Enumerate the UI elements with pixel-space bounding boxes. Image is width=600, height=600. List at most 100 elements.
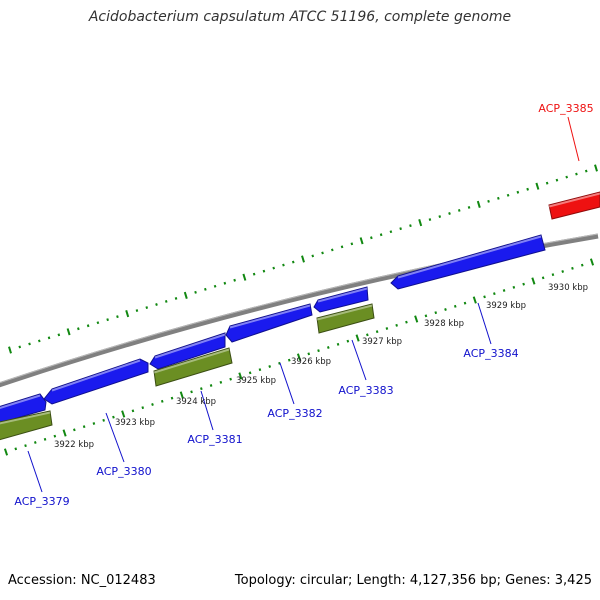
gene-arrow-shine xyxy=(548,192,600,208)
minor-tick xyxy=(487,199,490,203)
minor-tick xyxy=(502,289,506,292)
minor-tick xyxy=(493,292,496,296)
minor-tick xyxy=(145,306,149,309)
scale-label: 3928 kbp xyxy=(424,319,464,329)
scale-label: 3923 kbp xyxy=(115,418,155,428)
genome-summary-text: Topology: circular; Length: 4,127,356 bp… xyxy=(234,573,592,588)
major-tick xyxy=(183,291,188,299)
minor-tick xyxy=(219,380,223,384)
gene-arrow-shine xyxy=(229,304,311,329)
minor-tick xyxy=(258,368,262,372)
minor-tick xyxy=(561,270,565,273)
minor-tick xyxy=(268,365,272,368)
minor-tick xyxy=(571,266,574,270)
gene-arrow xyxy=(149,332,226,370)
minor-tick xyxy=(262,269,266,273)
minor-tick xyxy=(516,190,520,194)
minor-tick xyxy=(190,390,193,394)
gene-arrow xyxy=(225,303,313,343)
major-tick xyxy=(242,273,247,281)
minor-tick xyxy=(424,314,428,318)
minor-tick xyxy=(379,233,383,237)
minor-tick xyxy=(82,425,86,429)
scale-label: 3929 kbp xyxy=(486,301,526,311)
gene-leader-line xyxy=(351,339,367,381)
gene-label: ACP_3381 xyxy=(187,433,242,446)
minor-tick xyxy=(291,260,295,264)
major-tick xyxy=(66,328,71,336)
minor-tick xyxy=(555,178,559,182)
gene-leader-line xyxy=(200,390,214,431)
major-tick xyxy=(3,448,9,456)
minor-tick xyxy=(194,290,197,294)
minor-tick xyxy=(551,273,555,277)
minor-tick xyxy=(43,437,47,441)
minor-tick xyxy=(57,333,61,337)
scale-label: 3925 kbp xyxy=(236,376,276,386)
minor-tick xyxy=(565,175,569,179)
minor-tick xyxy=(584,169,588,173)
minor-tick xyxy=(53,434,57,438)
gene-layer xyxy=(0,191,600,441)
minor-tick xyxy=(141,406,145,410)
minor-tick xyxy=(330,248,334,252)
minor-tick xyxy=(444,308,447,311)
gene-arrow xyxy=(0,393,47,424)
minor-tick xyxy=(545,181,549,185)
minor-tick xyxy=(252,272,256,276)
minor-tick xyxy=(204,287,207,291)
major-tick xyxy=(179,391,184,399)
gene-arrow-shine xyxy=(0,394,41,409)
minor-tick xyxy=(131,409,135,413)
minor-tick xyxy=(395,323,398,327)
gene-arrow xyxy=(313,286,369,313)
minor-tick xyxy=(28,342,31,346)
major-tick xyxy=(301,255,305,263)
major-tick xyxy=(414,315,419,323)
scale-label: 3927 kbp xyxy=(362,337,402,347)
minor-tick xyxy=(151,403,154,406)
minor-tick xyxy=(512,285,516,289)
gene-bar-ACP_3379 xyxy=(0,410,53,441)
scale-label: 3922 kbp xyxy=(54,440,94,450)
scale-label-layer: 3922 kbp 3923 kbp 3924 kbp 3925 kbp 3926 kbp… xyxy=(54,283,588,450)
gene-label: ACP_3383 xyxy=(338,384,393,397)
minor-tick xyxy=(213,284,217,288)
major-tick xyxy=(296,353,302,361)
gene-arrow xyxy=(548,191,600,220)
gene-arrow-shine xyxy=(154,333,226,359)
gene-leader-line xyxy=(477,302,492,345)
major-tick xyxy=(531,277,536,285)
gene-arrow-shine xyxy=(51,359,141,392)
gene-bar-shine xyxy=(0,411,51,425)
minor-tick xyxy=(453,304,457,308)
gene-label: ACP_3385 xyxy=(538,102,593,115)
scale-label: 3926 kbp xyxy=(291,357,331,367)
minor-tick xyxy=(106,318,109,322)
minor-tick xyxy=(229,377,232,381)
major-tick xyxy=(238,372,243,380)
major-tick xyxy=(594,164,598,172)
scale-label: 3924 kbp xyxy=(176,397,216,407)
accession-text: Accession: NC_012483 xyxy=(8,573,156,588)
minor-tick xyxy=(160,399,164,403)
minor-tick xyxy=(385,327,389,330)
minor-tick xyxy=(541,276,545,280)
minor-tick xyxy=(47,336,51,340)
minor-tick xyxy=(37,339,41,343)
gene-bar-shine xyxy=(316,304,373,321)
major-tick xyxy=(535,182,540,190)
gene-bar-ACP_3381 xyxy=(153,347,233,387)
gene-arrow-shine xyxy=(397,235,542,279)
minor-tick xyxy=(33,441,37,444)
minor-tick xyxy=(278,361,281,365)
minor-tick xyxy=(366,333,369,337)
minor-tick xyxy=(526,187,529,191)
minor-tick xyxy=(24,444,27,448)
gene-bar-shine xyxy=(153,348,230,374)
minor-tick xyxy=(350,242,354,246)
minor-tick xyxy=(399,227,402,231)
major-tick xyxy=(125,310,130,318)
minor-tick xyxy=(428,218,432,221)
minor-tick xyxy=(497,196,500,200)
